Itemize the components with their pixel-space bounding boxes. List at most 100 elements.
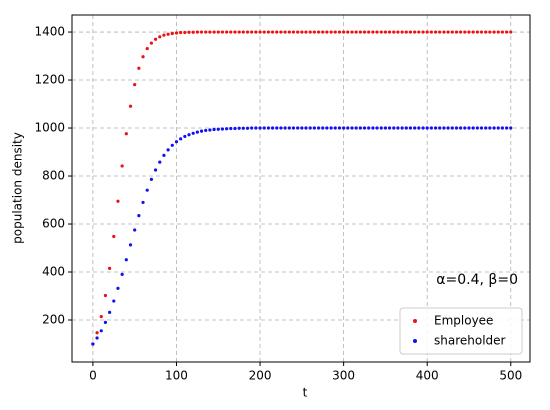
point xyxy=(296,126,300,130)
point xyxy=(408,30,413,34)
point xyxy=(120,272,124,277)
series xyxy=(91,126,513,346)
point xyxy=(300,30,304,34)
x-tick-label: 0 xyxy=(89,369,97,383)
point xyxy=(137,214,141,218)
point xyxy=(383,126,388,130)
point xyxy=(241,30,245,34)
point xyxy=(145,188,149,192)
point xyxy=(145,46,149,51)
point xyxy=(496,30,500,34)
y-tick-label: 600 xyxy=(42,217,65,231)
point xyxy=(191,131,195,135)
point xyxy=(166,32,170,36)
point xyxy=(158,35,162,39)
plot-frame xyxy=(71,14,531,363)
point xyxy=(488,126,492,130)
point xyxy=(229,30,233,34)
point xyxy=(454,30,459,34)
x-tick-label: 300 xyxy=(332,369,355,383)
point xyxy=(312,30,316,34)
point xyxy=(95,331,99,335)
point xyxy=(337,126,342,130)
point xyxy=(270,126,275,130)
point xyxy=(112,299,116,303)
point xyxy=(350,30,354,34)
point xyxy=(433,30,438,34)
y-tick-label: 400 xyxy=(42,265,65,279)
point xyxy=(316,30,321,34)
legend-label: Employee xyxy=(434,314,493,328)
point xyxy=(329,30,333,34)
point xyxy=(475,30,479,34)
point xyxy=(179,137,183,141)
point xyxy=(199,129,204,133)
x-tick-label: 400 xyxy=(416,369,439,383)
point xyxy=(350,126,354,130)
x-tick-label: 200 xyxy=(249,369,272,383)
point xyxy=(425,30,429,34)
point xyxy=(500,30,505,34)
y-axis-label: population density xyxy=(11,132,25,244)
point xyxy=(153,168,158,172)
point xyxy=(354,126,358,130)
point xyxy=(446,30,450,34)
x-tick-label: 500 xyxy=(499,369,522,383)
point xyxy=(245,126,250,130)
point xyxy=(496,126,500,130)
point xyxy=(187,30,191,34)
point xyxy=(254,30,258,34)
point xyxy=(346,30,350,34)
point xyxy=(103,320,108,325)
point xyxy=(417,126,421,130)
point xyxy=(450,126,454,130)
point xyxy=(383,30,388,34)
point xyxy=(241,126,245,130)
point xyxy=(195,130,199,134)
point xyxy=(225,30,229,34)
point xyxy=(279,126,283,130)
x-tick-label: 100 xyxy=(165,369,188,383)
point xyxy=(408,126,413,130)
point xyxy=(149,177,153,181)
legend-label: shareholder xyxy=(434,334,506,348)
point xyxy=(367,30,371,34)
point xyxy=(342,30,346,34)
point xyxy=(396,126,400,130)
point xyxy=(112,234,116,239)
legend-marker xyxy=(413,339,417,343)
point xyxy=(367,126,371,130)
point xyxy=(375,126,379,130)
point xyxy=(108,266,112,271)
point xyxy=(153,37,158,41)
point xyxy=(116,199,120,203)
point xyxy=(275,30,279,34)
point xyxy=(220,30,225,34)
point xyxy=(442,126,446,130)
point xyxy=(362,126,367,130)
point xyxy=(199,30,204,34)
point xyxy=(442,30,446,34)
point xyxy=(266,126,271,130)
point xyxy=(204,30,208,34)
point xyxy=(270,30,275,34)
point xyxy=(484,126,488,130)
point xyxy=(174,140,179,144)
point xyxy=(333,30,337,34)
point xyxy=(128,243,133,247)
point xyxy=(438,126,442,130)
legend-marker xyxy=(413,319,417,323)
point xyxy=(283,126,287,130)
point xyxy=(204,128,208,133)
point xyxy=(392,126,396,130)
point xyxy=(492,30,496,34)
point xyxy=(287,126,291,130)
point xyxy=(108,310,112,314)
point xyxy=(446,126,450,130)
point xyxy=(279,30,283,34)
point xyxy=(484,30,488,34)
point xyxy=(337,30,342,34)
point xyxy=(417,30,421,34)
point xyxy=(387,126,392,130)
point xyxy=(128,104,133,108)
